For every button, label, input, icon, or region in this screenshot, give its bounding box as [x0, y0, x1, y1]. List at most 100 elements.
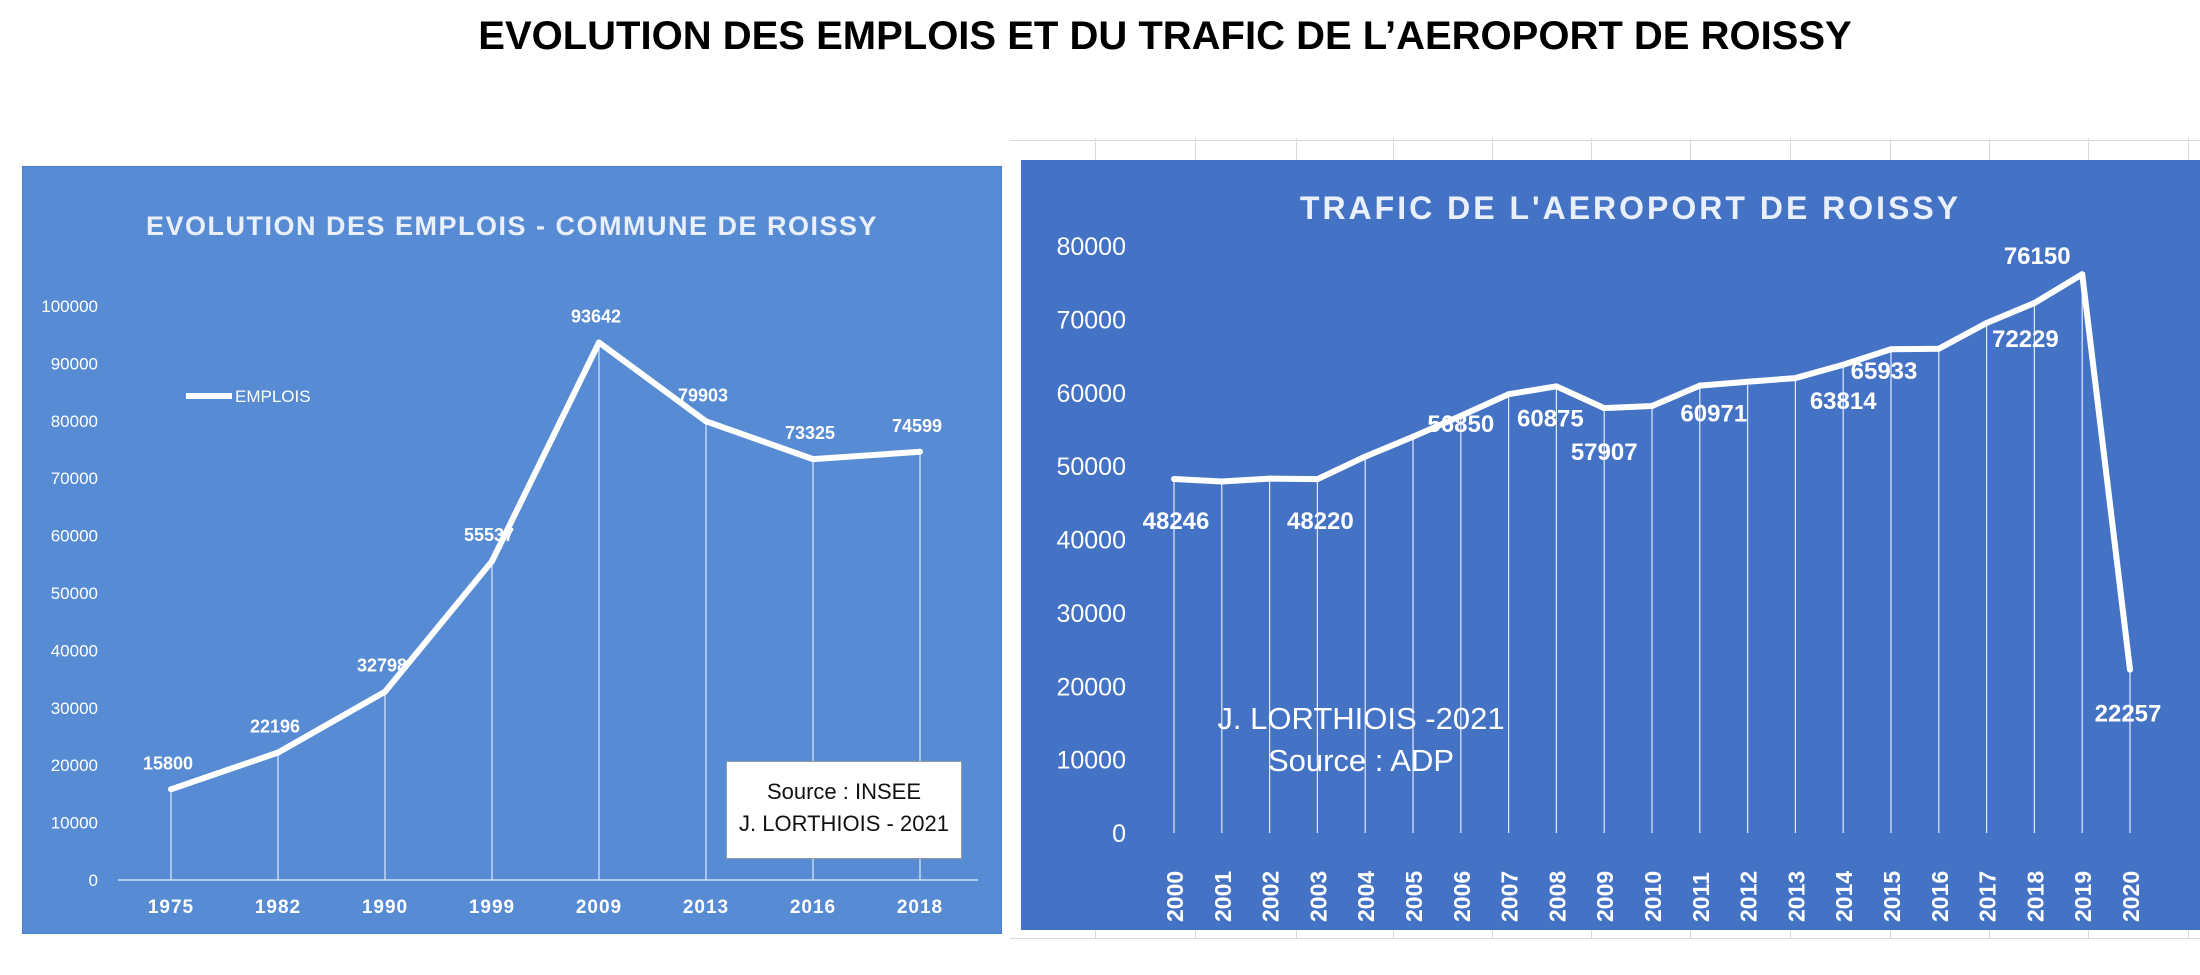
- data-label: 60875: [1517, 405, 1584, 432]
- x-tick-label: 2011: [1688, 872, 1714, 922]
- emplois-source-line2: J. LORTHIOIS - 2021: [739, 811, 949, 836]
- data-point: [1744, 378, 1751, 385]
- x-tick-label: 2012: [1736, 871, 1762, 922]
- data-point: [1410, 433, 1416, 440]
- data-point: [1505, 391, 1512, 398]
- x-tick-label: 2009: [1592, 871, 1618, 922]
- data-point: [1218, 478, 1225, 485]
- data-label: 15800: [143, 753, 193, 773]
- trafic-source-line2: Source : ADP: [1267, 743, 1455, 778]
- x-tick-label: 1975: [148, 897, 194, 918]
- data-label: 22257: [2095, 701, 2162, 728]
- data-label: 60971: [1680, 401, 1747, 428]
- data-label: 73325: [785, 423, 835, 443]
- x-tick-label: 2003: [1305, 871, 1331, 922]
- x-tick-label: 2000: [1162, 871, 1188, 922]
- data-point: [382, 688, 388, 695]
- y-tick-label: 0: [89, 871, 98, 890]
- data-point: [1457, 412, 1464, 419]
- x-tick-label: 2020: [2118, 871, 2144, 922]
- x-tick-label: 2016: [790, 897, 836, 918]
- x-tick-label: 2007: [1497, 871, 1523, 922]
- y-tick-label: 30000: [51, 699, 98, 718]
- data-label: 57907: [1571, 439, 1638, 466]
- data-point: [275, 749, 281, 756]
- data-label: 76150: [2004, 243, 2071, 270]
- y-tick-label: 70000: [1056, 306, 1126, 334]
- x-tick-label: 2001: [1210, 871, 1236, 922]
- y-tick-label: 90000: [51, 354, 98, 373]
- x-tick-label: 2008: [1544, 871, 1570, 922]
- data-point: [1649, 402, 1655, 409]
- x-tick-label: 2018: [897, 897, 943, 918]
- x-tick-label: 2013: [683, 897, 729, 918]
- data-label: 48246: [1143, 508, 1210, 535]
- y-tick-label: 100000: [41, 297, 98, 316]
- x-tick-label: 1982: [255, 897, 301, 918]
- y-tick-label: 80000: [51, 412, 98, 431]
- x-tick-label: 1999: [469, 897, 515, 918]
- x-tick-label: 2015: [1879, 871, 1905, 922]
- trafic-chart-panel: TRAFIC DE L'AEROPORT DE ROISSY 0 10000 200…: [1021, 160, 2200, 930]
- data-point: [1171, 475, 1177, 482]
- data-point: [596, 339, 602, 346]
- y-tick-label: 30000: [1056, 600, 1126, 628]
- data-point: [1840, 361, 1847, 368]
- y-tick-label: 40000: [1056, 527, 1126, 555]
- data-point: [1888, 346, 1894, 353]
- data-label: 22196: [250, 717, 300, 737]
- x-tick-label: 2010: [1640, 871, 1666, 922]
- emplois-chart-panel: EVOLUTION DES EMPLOIS - COMMUNE DE ROISS…: [22, 166, 1002, 934]
- data-point: [489, 558, 495, 565]
- x-tick-label: 2009: [576, 897, 622, 918]
- y-tick-label: 80000: [1056, 233, 1126, 261]
- sheet-row-line: [1010, 938, 2200, 939]
- y-tick-label: 0: [1112, 820, 1126, 848]
- x-tick-label: 2016: [1927, 871, 1953, 922]
- data-label: 55537: [464, 525, 514, 545]
- trafic-chart-svg: 0 10000 20000 30000 40000 50000 60000 70000 8000…: [1056, 233, 2162, 922]
- data-point: [1266, 475, 1273, 482]
- data-label: 56850: [1427, 411, 1494, 438]
- data-point: [2127, 666, 2133, 673]
- y-tick-label: 60000: [1056, 380, 1126, 408]
- data-point: [168, 786, 174, 793]
- emplois-source-line1: Source : INSEE: [766, 779, 922, 804]
- data-point: [1696, 382, 1703, 389]
- trafic-source-text: J. LORTHIOIS -2021 Source : ADP: [1211, 698, 1511, 782]
- x-tick-label: 2014: [1831, 871, 1857, 922]
- data-point: [1362, 453, 1369, 460]
- x-tick-label: 2004: [1353, 871, 1379, 922]
- data-label: 65933: [1851, 358, 1918, 385]
- x-tick-label: 2006: [1449, 871, 1475, 922]
- trafic-chart-title: TRAFIC DE L'AEROPORT DE ROISSY: [1299, 190, 1962, 226]
- emplois-chart-svg: 0 10000 20000 30000 40000 50000 60000 70000 8000…: [41, 297, 978, 918]
- data-label: 79903: [678, 385, 728, 405]
- x-tick-label: 2005: [1401, 871, 1427, 922]
- emplois-chart-title: EVOLUTION DES EMPLOIS - COMMUNE DE ROISS…: [145, 211, 879, 241]
- y-tick-label: 20000: [1056, 673, 1126, 701]
- y-tick-label: 50000: [1056, 453, 1126, 481]
- y-tick-label: 10000: [1056, 747, 1126, 775]
- y-tick-label: 60000: [51, 527, 98, 546]
- page-title: EVOLUTION DES EMPLOIS ET DU TRAFIC DE L’…: [478, 14, 1852, 58]
- data-label: 48220: [1287, 508, 1354, 535]
- x-tick-label: 2017: [1975, 871, 2001, 922]
- x-tick-label: 1990: [362, 897, 408, 918]
- data-point: [1314, 476, 1321, 483]
- x-tick-label: 2002: [1258, 871, 1284, 922]
- data-point: [1553, 383, 1560, 390]
- data-point: [1983, 320, 1990, 327]
- legend-label: EMPLOIS: [235, 387, 311, 406]
- data-label: 63814: [1810, 388, 1877, 415]
- data-point: [2031, 300, 2038, 307]
- emplois-source-box: Source : INSEE J. LORTHIOIS - 2021: [726, 761, 962, 859]
- x-tick-label: 2018: [2022, 871, 2048, 922]
- data-point: [917, 448, 923, 455]
- data-point: [810, 456, 816, 463]
- data-point: [1792, 375, 1799, 382]
- y-tick-label: 20000: [51, 756, 98, 775]
- data-point: [1601, 405, 1608, 412]
- data-point: [703, 418, 709, 425]
- x-tick-label: 2019: [2070, 871, 2096, 922]
